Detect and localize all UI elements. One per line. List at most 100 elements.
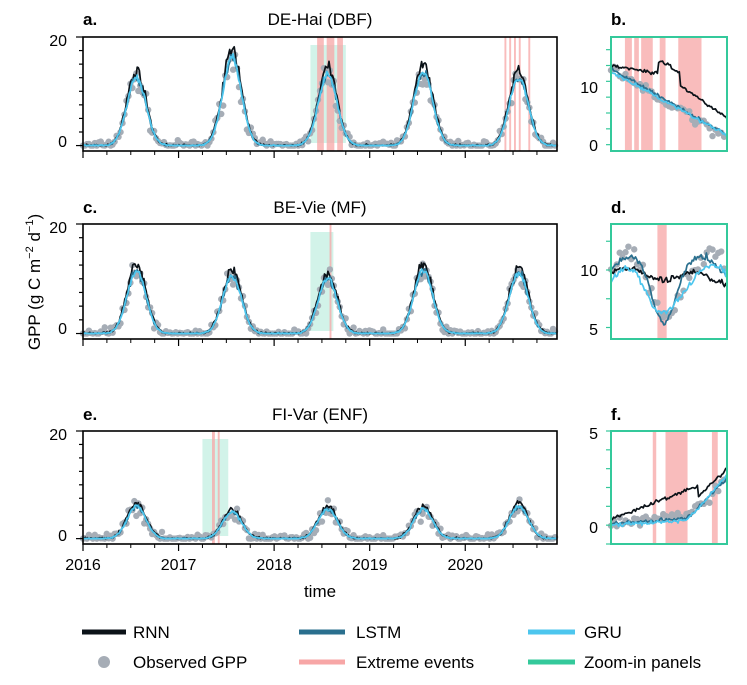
panel-c-ytick-zero: 0 <box>58 321 67 338</box>
panel-d-series-lstm <box>611 252 728 326</box>
panel-e-frame <box>82 430 558 545</box>
panel-f-series-rnn <box>610 467 728 521</box>
legend-label-lstm: LSTM <box>356 623 401 642</box>
panel-e-extreme-event <box>217 431 220 544</box>
panel-d-obs-point <box>616 249 623 256</box>
panel-b-ytick-0: 0 <box>589 138 598 155</box>
panel-f-ytick-5: 5 <box>589 426 598 443</box>
panel-b-series-gru <box>610 71 727 137</box>
panel-a-extreme-event <box>513 37 516 151</box>
panel-e-xtick-label: 2017 <box>161 557 197 574</box>
panel-a-obs-point <box>220 102 227 109</box>
panel-d-obs-point <box>718 248 725 255</box>
legend-item-observed: Observed GPP <box>98 653 247 672</box>
panel-e-xtick-label: 2020 <box>447 557 483 574</box>
panel-a-title: DE-Hai (DBF) <box>268 10 373 29</box>
panel-f: f. 5 0 <box>589 405 728 545</box>
panel-a-ytick-zero: 0 <box>58 134 67 151</box>
panel-a-ytick-top: 20 <box>49 33 67 50</box>
panel-b-extreme-event <box>624 37 632 151</box>
panel-c-ytick-top: 20 <box>49 220 67 237</box>
panel-d-obs-point <box>709 246 716 253</box>
panel-f-obs-point <box>706 499 713 506</box>
panel-d-obs-point <box>631 246 638 253</box>
panel-e: e. FI-Var (ENF) 20 0 2016 2017 2018 2019 202… <box>49 405 559 574</box>
panel-e-label: e. <box>83 405 97 424</box>
panel-c-series-gru <box>82 268 558 335</box>
panel-a-frame <box>82 36 558 152</box>
panel-d-series-gru <box>610 263 728 315</box>
panel-e-ytick-top: 20 <box>49 427 67 444</box>
legend-item-gru: GRU <box>528 623 622 642</box>
panel-a-extreme-event <box>326 37 335 151</box>
panel-b: b. 10 0 <box>580 10 728 155</box>
panel-e-obs-point <box>417 518 424 525</box>
legend: RNN LSTM GRU Observed GPP Extreme events… <box>82 623 701 672</box>
panel-e-obs-point <box>318 518 326 525</box>
panel-d-frame <box>610 223 728 340</box>
panel-c-label: c. <box>83 198 97 217</box>
y-axis-label: GPP (g C m−2 d−1) <box>24 214 44 350</box>
panel-b-obs-point <box>709 132 716 140</box>
panel-d-label: d. <box>611 198 626 217</box>
panel-f-extreme-event <box>665 431 688 544</box>
panel-d-obs-point <box>654 299 661 306</box>
panel-d: d. 10 5 <box>580 198 728 340</box>
panel-e-title: FI-Var (ENF) <box>272 405 368 424</box>
panel-c-title: BE-Vie (MF) <box>273 198 366 217</box>
panel-a-extreme-event <box>528 37 531 151</box>
panel-e-xtick-label: 2016 <box>65 557 101 574</box>
panel-b-frame <box>610 36 728 152</box>
panel-d-obs-point <box>625 243 632 250</box>
panel-d-ytick-5: 5 <box>589 322 598 339</box>
panel-f-label: f. <box>611 405 621 424</box>
panel-a-extreme-event <box>504 37 507 151</box>
panel-e-obs-point <box>233 505 241 512</box>
panel-e-obs-point <box>324 497 332 504</box>
panel-b-extreme-event <box>634 37 639 151</box>
panel-e-series-gru <box>83 504 558 540</box>
legend-label-rnn: RNN <box>133 623 170 642</box>
panel-e-extreme-event <box>212 431 215 544</box>
panel-c-obs-point <box>229 281 237 288</box>
legend-item-zoom: Zoom-in panels <box>528 653 701 672</box>
x-axis-label: time <box>304 582 336 601</box>
panel-e-obs-point <box>158 528 166 536</box>
panel-e-xtick-label: 2018 <box>256 557 292 574</box>
panel-c-obs-point <box>101 324 108 331</box>
legend-label-zoom: Zoom-in panels <box>584 653 701 672</box>
panel-a-series-gru <box>82 52 558 147</box>
panel-c-obs-point <box>350 324 357 331</box>
panel-d-obs-point <box>622 249 629 256</box>
panel-c: c. BE-Vie (MF) 20 0 <box>49 198 559 346</box>
legend-swatch-observed <box>98 656 110 668</box>
panel-b-ytick-10: 10 <box>580 80 598 97</box>
panel-f-obs-point <box>633 515 641 523</box>
panel-d-obs-point <box>686 274 693 282</box>
panel-f-extreme-event <box>652 431 657 544</box>
panel-f-series-gru <box>610 473 728 528</box>
panel-f-obs-point <box>715 487 722 495</box>
panel-b-extreme-event <box>678 37 702 151</box>
legend-label-gru: GRU <box>584 623 622 642</box>
panel-a-label: a. <box>83 10 97 29</box>
panel-d-obs-point <box>700 260 707 268</box>
panel-a-extreme-event <box>518 37 521 151</box>
panel-e-ytick-zero: 0 <box>58 528 67 545</box>
panel-e-xtick-label: 2019 <box>352 557 388 574</box>
panel-d-ytick-10: 10 <box>580 263 598 280</box>
legend-item-extreme: Extreme events <box>299 653 474 672</box>
panel-c-obs-point <box>324 281 332 289</box>
legend-item-rnn: RNN <box>82 623 170 642</box>
panel-b-series-rnn <box>610 60 728 120</box>
legend-item-lstm: LSTM <box>299 623 401 642</box>
panel-b-label: b. <box>611 10 626 29</box>
panel-b-obs-point <box>622 70 629 78</box>
panel-c-frame <box>82 223 558 340</box>
legend-label-observed: Observed GPP <box>133 653 247 672</box>
legend-label-extreme: Extreme events <box>356 653 474 672</box>
panel-b-extreme-event <box>641 37 653 151</box>
panel-f-ytick-0: 0 <box>589 520 598 537</box>
panel-a: a. DE-Hai (DBF) 20 0 <box>49 10 559 158</box>
